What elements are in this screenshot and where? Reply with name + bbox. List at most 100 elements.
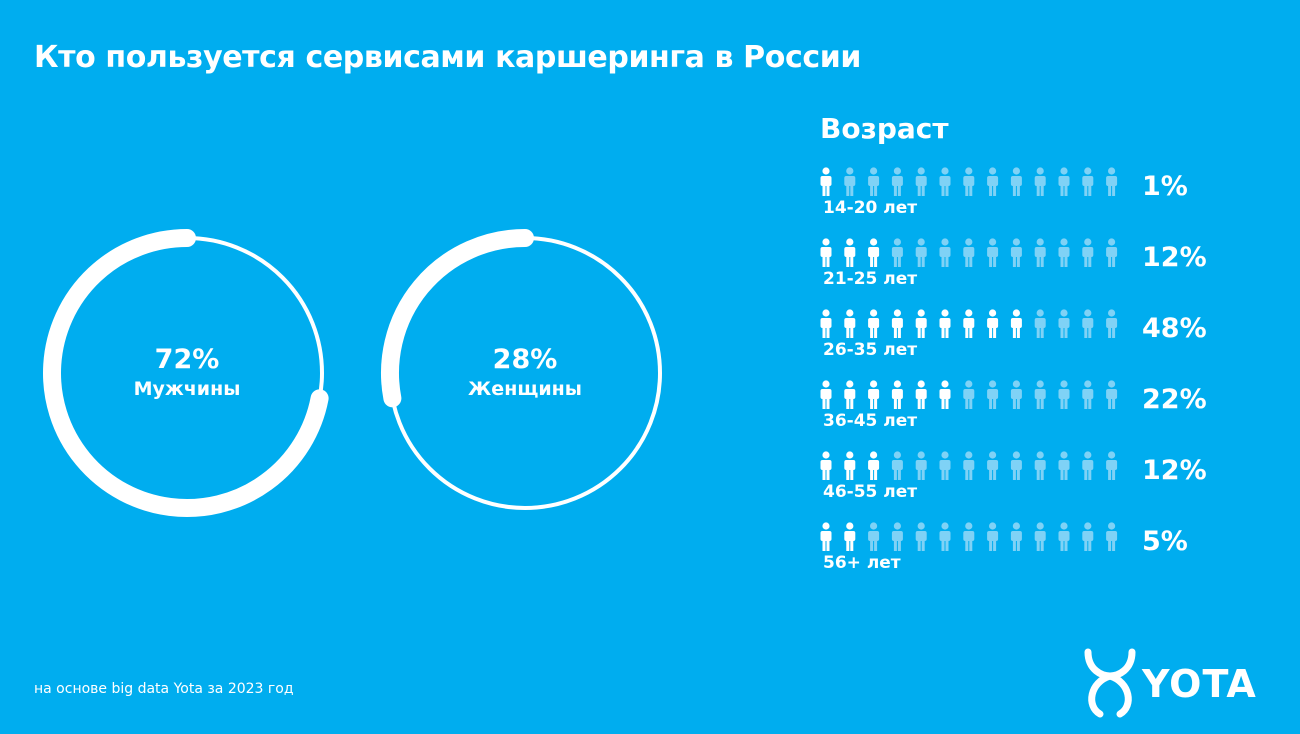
age-row: 21-25 лет 12% xyxy=(815,236,1285,307)
person-icon xyxy=(891,380,903,409)
person-icon xyxy=(1082,380,1094,409)
person-icon xyxy=(1034,167,1046,196)
person-icon xyxy=(939,167,951,196)
person-icon xyxy=(891,238,903,267)
people-icons xyxy=(820,380,1118,409)
people-icons xyxy=(820,167,1118,196)
person-icon xyxy=(1106,380,1118,409)
age-percent: 48% xyxy=(1142,313,1207,344)
person-icon xyxy=(1106,451,1118,480)
person-icon xyxy=(844,238,856,267)
person-icon xyxy=(915,309,927,338)
age-percent: 22% xyxy=(1142,384,1207,415)
person-icon xyxy=(1106,522,1118,551)
person-icon xyxy=(1058,167,1070,196)
person-icon xyxy=(844,451,856,480)
person-icon xyxy=(820,309,832,338)
donut-chart-men: 72% Мужчины xyxy=(42,228,332,518)
age-percent: 12% xyxy=(1142,455,1207,486)
person-icon xyxy=(1082,522,1094,551)
person-icon xyxy=(1010,238,1022,267)
person-icon xyxy=(1058,451,1070,480)
age-chart: 14-20 лет 1% 21-25 лет 12% 26-35 лет 48%… xyxy=(815,165,1285,591)
person-icon xyxy=(1058,522,1070,551)
person-icon xyxy=(1034,522,1046,551)
person-icon xyxy=(939,309,951,338)
person-icon xyxy=(1010,380,1022,409)
person-icon xyxy=(868,238,880,267)
person-icon xyxy=(915,380,927,409)
person-icon xyxy=(868,167,880,196)
person-icon xyxy=(844,380,856,409)
person-icon xyxy=(1010,451,1022,480)
donut-arc-men xyxy=(43,229,329,517)
person-icon xyxy=(820,167,832,196)
donut-chart-women: 28% Женщины xyxy=(380,228,670,518)
person-icon xyxy=(1058,380,1070,409)
source-footnote: на основе big data Yota за 2023 год xyxy=(34,681,294,697)
person-icon xyxy=(1106,309,1118,338)
person-icon xyxy=(915,451,927,480)
age-row: 46-55 лет 12% xyxy=(815,449,1285,520)
donut-ring xyxy=(43,229,329,517)
donut-value: 72% xyxy=(154,344,220,375)
person-icon xyxy=(820,238,832,267)
person-icon xyxy=(868,451,880,480)
person-icon xyxy=(1082,451,1094,480)
donut-arc-women xyxy=(381,229,534,408)
person-icon xyxy=(844,309,856,338)
person-icon xyxy=(915,238,927,267)
person-icon xyxy=(868,380,880,409)
person-icon xyxy=(963,167,975,196)
person-icon xyxy=(1106,167,1118,196)
age-percent: 12% xyxy=(1142,242,1207,273)
person-icon xyxy=(1082,167,1094,196)
person-icon xyxy=(891,309,903,338)
person-icon xyxy=(868,309,880,338)
yota-logo-text: YOTA xyxy=(1142,662,1257,706)
age-label: 46-55 лет xyxy=(823,482,918,502)
person-icon xyxy=(939,380,951,409)
person-icon xyxy=(939,522,951,551)
person-icon xyxy=(891,522,903,551)
age-percent: 5% xyxy=(1142,526,1188,557)
age-label: 56+ лет xyxy=(823,553,901,573)
person-icon xyxy=(1010,522,1022,551)
person-icon xyxy=(987,380,999,409)
person-icon xyxy=(1082,309,1094,338)
age-row: 26-35 лет 48% xyxy=(815,307,1285,378)
person-icon xyxy=(1058,238,1070,267)
person-icon xyxy=(844,167,856,196)
age-label: 36-45 лет xyxy=(823,411,918,431)
person-icon xyxy=(915,522,927,551)
people-icons xyxy=(820,238,1118,267)
person-icon xyxy=(1058,309,1070,338)
person-icon xyxy=(1034,380,1046,409)
age-row: 14-20 лет 1% xyxy=(815,165,1285,236)
person-icon xyxy=(1010,309,1022,338)
person-icon xyxy=(987,309,999,338)
person-icon xyxy=(939,238,951,267)
age-label: 21-25 лет xyxy=(823,269,918,289)
page-title: Кто пользуется сервисами каршеринга в Ро… xyxy=(34,40,861,75)
age-row: 56+ лет 5% xyxy=(815,520,1285,591)
donut-ring xyxy=(381,229,662,510)
age-row: 36-45 лет 22% xyxy=(815,378,1285,449)
person-icon xyxy=(987,522,999,551)
people-icons xyxy=(820,309,1118,338)
person-icon xyxy=(1106,238,1118,267)
person-icon xyxy=(987,238,999,267)
age-label: 26-35 лет xyxy=(823,340,918,360)
yota-logo-icon xyxy=(1084,648,1136,718)
person-icon xyxy=(1034,238,1046,267)
person-icon xyxy=(963,238,975,267)
person-icon xyxy=(868,522,880,551)
person-icon xyxy=(915,167,927,196)
person-icon xyxy=(1082,238,1094,267)
people-icons xyxy=(820,522,1118,551)
person-icon xyxy=(1034,451,1046,480)
donut-label: Мужчины xyxy=(133,378,241,400)
age-label: 14-20 лет xyxy=(823,198,918,218)
age-percent: 1% xyxy=(1142,171,1188,202)
person-icon xyxy=(1010,167,1022,196)
